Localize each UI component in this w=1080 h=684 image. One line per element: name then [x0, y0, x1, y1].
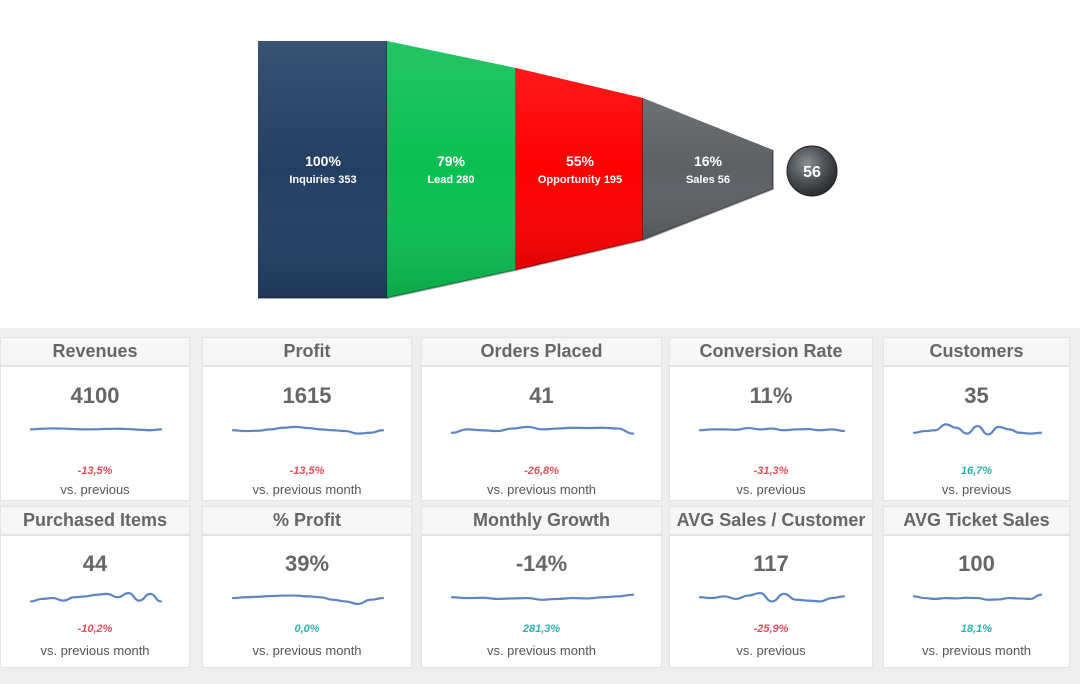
sparkline-path	[698, 591, 846, 603]
kpi-card-orders-placed: 41 -26,8% vs. previous month	[421, 366, 662, 501]
kpi-sparkline	[698, 426, 846, 433]
funnel-stage-label: Lead 280	[427, 174, 474, 186]
kpi-comparison-label: vs. previous month	[486, 643, 597, 658]
kpi-title-purchased-items: Purchased Items	[0, 506, 190, 535]
kpi-card-conversion-rate: 11% -31,3% vs. previous	[669, 366, 873, 501]
kpi-card-revenues: 4100 -13,5% vs. previous	[0, 366, 190, 501]
kpi-comparison-label: vs. previous	[736, 482, 806, 497]
kpi-title-monthly-growth: Monthly Growth	[421, 506, 662, 535]
kpi-change: -13,5%	[77, 465, 113, 477]
funnel-stage-label: Opportunity 195	[538, 174, 622, 186]
sparkline-path	[231, 425, 385, 435]
sparkline-path	[912, 423, 1043, 436]
kpi-change: -13,5%	[289, 465, 325, 477]
funnel-stage-inquiries: 100% Inquiries 353	[258, 41, 388, 299]
kpi-sparkline	[912, 593, 1043, 601]
sparkline-path	[29, 427, 163, 432]
kpi-card-profit: 39% 0,0% vs. previous month	[202, 535, 412, 668]
kpi-value: 100	[958, 551, 995, 576]
kpi-comparison-label: vs. previous month	[252, 482, 362, 497]
kpi-value: 1615	[282, 383, 332, 408]
kpi-card-profit: 1615 -13,5% vs. previous month	[202, 366, 412, 501]
kpi-card-purchased-items: 44 -10,2% vs. previous month	[0, 535, 190, 668]
kpi-title-orders-placed: Orders Placed	[421, 337, 662, 366]
kpi-change: 281,3%	[522, 623, 561, 635]
sparkline-path	[912, 593, 1043, 601]
kpi-change: 18,1%	[960, 623, 993, 635]
sparkline-path	[231, 594, 385, 606]
kpi-change: -31,3%	[753, 465, 789, 477]
kpi-value: 39%	[284, 551, 330, 576]
funnel-endpoint-bubble: 56	[786, 145, 838, 197]
kpi-sparkline	[29, 591, 163, 603]
kpi-value: 44	[82, 551, 108, 576]
kpi-card-avg-ticket-sales: 100 18,1% vs. previous month	[883, 535, 1070, 668]
kpi-value: 41	[529, 383, 554, 408]
kpi-title-profit: Profit	[202, 337, 412, 366]
kpi-card-customers: 35 16,7% vs. previous	[883, 366, 1070, 501]
kpi-title-conversion-rate: Conversion Rate	[669, 337, 873, 366]
sparkline-path	[450, 593, 635, 601]
kpi-title-revenues: Revenues	[0, 337, 190, 366]
kpi-title-profit: % Profit	[202, 506, 412, 535]
kpi-card-monthly-growth: -14% 281,3% vs. previous month	[421, 535, 662, 668]
funnel-endpoint-value: 56	[803, 164, 821, 181]
funnel-stage-lead: 79% Lead 280	[386, 41, 517, 299]
kpi-comparison-label: vs. previous month	[921, 643, 1032, 658]
kpi-comparison-label: vs. previous	[941, 482, 1012, 497]
funnel-stage-pct: 79%	[437, 153, 466, 169]
kpi-comparison-label: vs. previous	[736, 643, 806, 658]
sparkline-path	[29, 591, 163, 603]
kpi-sparkline	[698, 591, 846, 603]
kpi-comparison-label: vs. previous month	[252, 643, 362, 658]
sales-funnel-chart: 100% Inquiries 353 79% Lead 280 55% Oppo…	[258, 41, 838, 299]
funnel-stage-label: Inquiries 353	[289, 174, 356, 186]
funnel-stage-sales: 16% Sales 56	[642, 98, 774, 241]
kpi-change: 16,7%	[960, 465, 993, 477]
funnel-stage-pct: 100%	[305, 153, 341, 169]
kpi-comparison-label: vs. previous month	[486, 482, 597, 497]
kpi-comparison-label: vs. previous month	[40, 643, 150, 658]
kpi-card-avg-sales-customer: 117 -25,9% vs. previous	[669, 535, 873, 668]
kpi-sparkline	[450, 593, 635, 601]
kpi-value: 35	[964, 383, 989, 408]
kpi-change: 0,0%	[294, 623, 320, 635]
kpi-value: 11%	[749, 383, 793, 408]
funnel-stage-opportunity: 55% Opportunity 195	[515, 68, 644, 271]
kpi-sparkline	[231, 594, 385, 606]
funnel-stage-pct: 16%	[694, 153, 723, 169]
kpi-title-avg-ticket-sales: AVG Ticket Sales	[883, 506, 1070, 535]
kpi-change: -25,9%	[753, 623, 789, 635]
kpi-value: 4100	[70, 383, 120, 408]
kpi-value: 117	[753, 551, 789, 576]
kpi-title-avg-sales-customer: AVG Sales / Customer	[669, 506, 873, 535]
funnel-panel: 100% Inquiries 353 79% Lead 280 55% Oppo…	[0, 0, 1080, 328]
funnel-stage-pct: 55%	[566, 153, 595, 169]
kpi-value: -14%	[515, 551, 568, 576]
kpi-sparkline	[912, 423, 1043, 436]
kpi-sparkline	[29, 427, 163, 432]
kpi-sparkline	[231, 425, 385, 435]
sparkline-path	[698, 426, 846, 433]
sparkline-path	[450, 425, 635, 435]
kpi-comparison-label: vs. previous	[60, 482, 130, 497]
kpi-change: -26,8%	[524, 465, 559, 477]
kpi-title-customers: Customers	[883, 337, 1070, 366]
kpi-change: -10,2%	[77, 623, 113, 635]
funnel-stage-label: Sales 56	[686, 174, 730, 186]
kpi-sparkline	[450, 425, 635, 435]
